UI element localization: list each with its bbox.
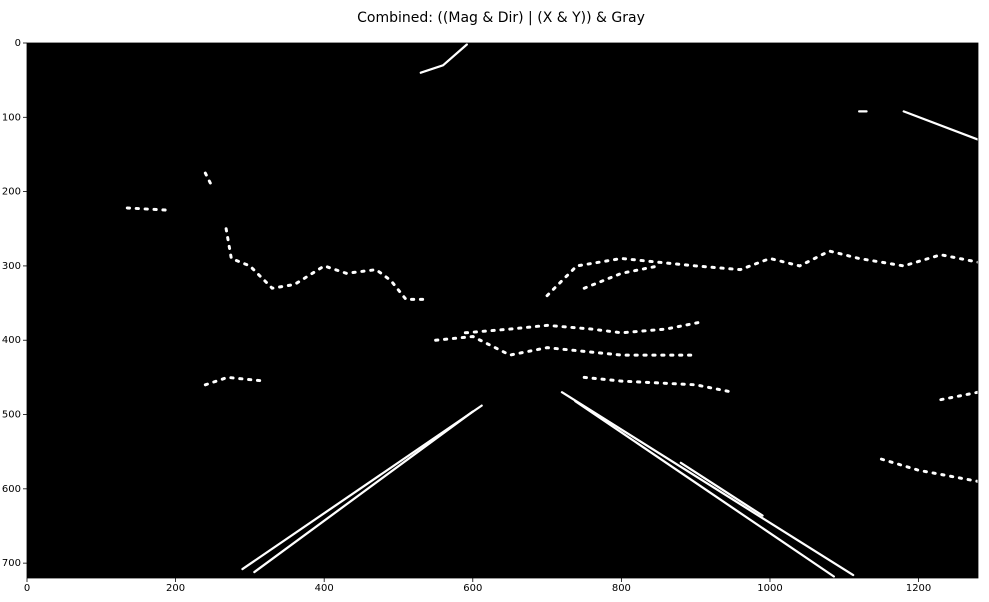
y-tick-label: 600 <box>2 484 21 495</box>
x-tick-label: 800 <box>612 583 631 594</box>
y-tick-label: 100 <box>2 112 21 123</box>
plot-frame <box>26 42 979 579</box>
x-tick-label: 600 <box>463 583 482 594</box>
image <box>27 43 978 578</box>
image-background <box>27 43 978 578</box>
y-tick-label: 300 <box>2 261 21 272</box>
y-tick-label: 500 <box>2 410 21 421</box>
x-tick-label: 0 <box>24 583 30 594</box>
x-tick-label: 200 <box>166 583 185 594</box>
y-tick-label: 400 <box>2 335 21 346</box>
x-tick-label: 400 <box>315 583 334 594</box>
chart-title: Combined: ((Mag & Dir) | (X & Y)) & Gray <box>357 10 645 26</box>
y-tick-label: 700 <box>2 558 21 569</box>
x-tick-label: 1200 <box>906 583 931 594</box>
y-tick-label: 200 <box>2 187 21 198</box>
edges <box>125 43 978 578</box>
x-tick-label: 1000 <box>757 583 782 594</box>
y-tick-label: 0 <box>15 38 21 49</box>
